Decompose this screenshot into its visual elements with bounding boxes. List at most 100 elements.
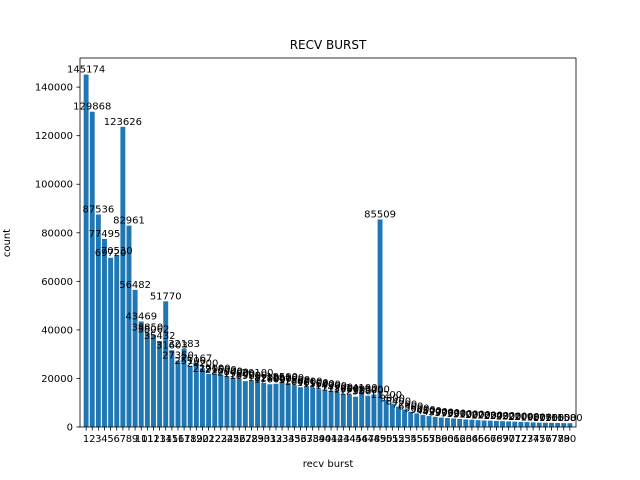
bar-44 — [346, 394, 352, 427]
x-tick-label-40: 40 — [319, 434, 332, 445]
data-label-18: 25100 — [174, 356, 206, 367]
y-tick-label-80000: 80000 — [41, 228, 73, 239]
bar-74 — [530, 422, 536, 427]
bar-66 — [481, 420, 487, 427]
plot-frame — [79, 57, 577, 428]
y-tick-label-60000: 60000 — [41, 277, 73, 288]
bar-50 — [383, 399, 389, 427]
data-label-58: 4200 — [422, 407, 447, 418]
data-label-69: 2400 — [490, 411, 515, 422]
data-label-72: 2100 — [508, 412, 533, 423]
data-label-65: 2800 — [465, 410, 490, 421]
data-label-42: 14200 — [321, 383, 353, 394]
x-tick-label-19: 19 — [190, 434, 203, 445]
x-tick-label-60: 60 — [441, 434, 454, 445]
bar-8 — [126, 225, 132, 427]
bar-56 — [420, 414, 426, 427]
x-tick-label-59: 59 — [435, 434, 448, 445]
x-tick-label-53: 53 — [398, 434, 411, 445]
y-axis-label: count — [2, 229, 13, 257]
x-tick-label-13: 13 — [153, 434, 166, 445]
data-label-78: 1650 — [545, 413, 570, 424]
bar-75 — [536, 422, 542, 427]
data-label-38: 16100 — [297, 378, 329, 389]
data-label-37: 16700 — [291, 376, 323, 387]
x-tick-label-37: 37 — [300, 434, 313, 445]
bar-67 — [487, 420, 493, 427]
data-label-20: 24200 — [187, 358, 219, 369]
data-label-52: 8400 — [386, 397, 411, 408]
axes — [79, 57, 577, 428]
x-tick-label-77: 77 — [545, 434, 558, 445]
data-label-62: 3300 — [447, 409, 472, 420]
bar-47 — [365, 395, 371, 427]
y-ticks: 0 20000 40000 60000 80000 100000 120000 140000 — [35, 83, 80, 434]
x-ticks: 1 2 3 4 5 6 7 8 91011121314151617181920212223242… — [83, 427, 576, 445]
bar-7 — [120, 126, 126, 427]
bar-63 — [463, 419, 469, 427]
x-tick-label-21: 21 — [202, 434, 215, 445]
data-label-21: 21900 — [193, 364, 225, 375]
x-tick-label-46: 46 — [355, 434, 368, 445]
data-label-25: 20400 — [217, 367, 249, 378]
y-tick-label-40000: 40000 — [41, 325, 73, 336]
bar-37 — [304, 386, 310, 427]
data-label-8: 82961 — [113, 216, 145, 227]
bar-73 — [524, 422, 530, 427]
x-tick-label-24: 24 — [221, 434, 234, 445]
bar-29 — [255, 378, 261, 427]
x-tick-label-47: 47 — [361, 434, 374, 445]
bar-34 — [285, 383, 291, 427]
bar-36 — [298, 387, 303, 427]
x-tick-label-42: 42 — [331, 434, 344, 445]
bar-58 — [432, 416, 438, 427]
data-label-55: 5600 — [404, 403, 429, 414]
data-label-24: 20900 — [211, 366, 243, 377]
x-tick-label-16: 16 — [172, 434, 185, 445]
x-tick-label-51: 51 — [386, 434, 399, 445]
x-tick-label-31: 31 — [263, 434, 276, 445]
x-tick-label-30: 30 — [257, 434, 270, 445]
data-label-10: 43469 — [125, 311, 157, 322]
bar-78 — [555, 422, 561, 427]
data-label-66: 2700 — [471, 410, 496, 421]
y-tick-label-20000: 20000 — [41, 374, 73, 385]
x-tick-label-72: 72 — [515, 434, 528, 445]
x-tick-label-5: 5 — [107, 434, 113, 445]
x-tick-label-34: 34 — [282, 434, 295, 445]
x-tick-label-69: 69 — [496, 434, 509, 445]
x-tick-label-80: 80 — [564, 434, 577, 445]
bar-60 — [444, 418, 450, 427]
bar-28 — [249, 380, 254, 427]
data-label-19: 26167 — [180, 353, 212, 364]
bar-57 — [426, 416, 432, 427]
data-label-60: 3700 — [435, 408, 460, 419]
x-tick-label-10: 10 — [135, 434, 148, 445]
bar-31 — [267, 384, 273, 427]
chart-title: RECV BURST — [290, 38, 367, 52]
bar-2 — [89, 111, 95, 427]
bar-6 — [114, 255, 120, 427]
data-label-47: 12900 — [352, 386, 384, 397]
x-tick-label-43: 43 — [337, 434, 350, 445]
data-label-15: 31603 — [156, 340, 188, 351]
x-tick-label-67: 67 — [484, 434, 497, 445]
data-label-56: 5000 — [410, 405, 435, 416]
bar-54 — [408, 411, 414, 427]
bar-79 — [561, 423, 567, 427]
x-tick-label-32: 32 — [270, 434, 283, 445]
data-label-3: 87536 — [82, 204, 114, 215]
data-label-70: 2300 — [496, 411, 521, 422]
x-tick-label-26: 26 — [233, 434, 246, 445]
bar-24 — [224, 376, 230, 427]
data-label-40: 15400 — [309, 380, 341, 391]
bar-72 — [518, 421, 524, 427]
x-tick-label-12: 12 — [147, 434, 160, 445]
data-label-59: 3900 — [429, 408, 454, 419]
bar-69 — [500, 421, 505, 427]
bar-11 — [144, 332, 150, 427]
data-label-32: 17800 — [260, 374, 292, 385]
x-tick-label-36: 36 — [294, 434, 307, 445]
x-tick-label-4: 4 — [101, 434, 107, 445]
